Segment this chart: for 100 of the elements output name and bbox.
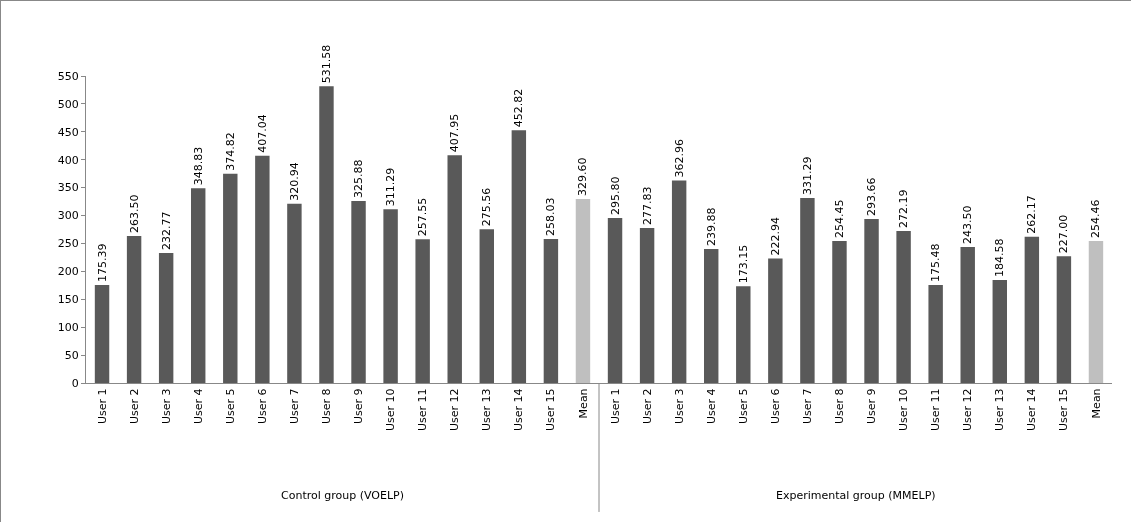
- bar: [383, 209, 398, 383]
- bar: [671, 180, 687, 383]
- x-tick-label: User 11: [929, 388, 943, 431]
- bar: [126, 235, 142, 383]
- data-label: 175.39: [95, 243, 109, 283]
- data-label: 407.04: [255, 114, 269, 153]
- data-label: 325.88: [352, 159, 366, 199]
- data-label: 222.94: [768, 217, 782, 256]
- x-tick-label: User 5: [223, 388, 237, 424]
- bar: [255, 155, 270, 383]
- bar: [736, 286, 751, 383]
- data-label: 175.48: [929, 243, 943, 283]
- x-tick-label: User 5: [736, 388, 750, 424]
- bar: [768, 258, 783, 383]
- bar: [575, 199, 591, 383]
- data-label: 331.29: [800, 156, 814, 196]
- data-label: 254.45: [832, 199, 846, 238]
- data-label: 374.82: [223, 132, 237, 171]
- y-tick-label: 250: [57, 237, 79, 251]
- y-tick-label: 50: [64, 348, 79, 362]
- data-label: 407.95: [448, 113, 462, 153]
- x-tick-label: User 12: [448, 388, 462, 431]
- bar: [704, 249, 719, 383]
- x-tick-label: User 14: [512, 388, 526, 431]
- data-label: 173.15: [736, 244, 750, 284]
- x-tick-label: User 13: [993, 388, 1007, 431]
- bar: [511, 130, 527, 383]
- bar: [639, 227, 655, 383]
- y-tick-label: 200: [57, 265, 79, 279]
- x-tick-label: User 4: [704, 388, 718, 424]
- data-label: 275.56: [480, 187, 494, 227]
- bar: [94, 285, 110, 383]
- x-tick-label: Mean: [576, 388, 590, 419]
- y-tick-label: 400: [57, 153, 79, 167]
- data-label: 263.50: [127, 194, 141, 233]
- x-tick-label: User 15: [1057, 388, 1071, 431]
- data-label: 272.19: [897, 189, 911, 229]
- bar: [992, 279, 1007, 383]
- data-label: 277.83: [640, 186, 654, 225]
- bar: [928, 285, 943, 383]
- x-tick-label: User 1: [608, 388, 622, 424]
- data-label: 232.77: [159, 211, 173, 251]
- x-tick-label: User 6: [768, 388, 782, 424]
- bar: [479, 229, 494, 383]
- x-tick-label: User 10: [897, 388, 911, 431]
- x-tick-label: User 4: [191, 388, 205, 424]
- bar: [543, 238, 559, 383]
- bar: [287, 203, 302, 383]
- y-tick-label: 300: [57, 209, 79, 223]
- bar: [191, 188, 206, 383]
- bar: [832, 240, 847, 383]
- data-label: 243.50: [961, 205, 975, 245]
- x-tick-label: User 12: [961, 388, 975, 431]
- bar: [1056, 256, 1072, 383]
- y-tick-label: 350: [57, 181, 79, 195]
- bar: [223, 173, 238, 383]
- x-tick-label: User 3: [672, 388, 686, 424]
- bar: [415, 239, 430, 383]
- data-label: 254.46: [1089, 199, 1103, 238]
- x-tick-label: User 9: [352, 388, 366, 424]
- bar: [158, 253, 174, 383]
- data-label: 452.82: [512, 88, 526, 128]
- bar: [896, 231, 911, 383]
- x-tick-label: User 8: [833, 388, 847, 424]
- text: Experimental group (MMELP): [776, 489, 936, 502]
- data-label: 295.80: [608, 176, 622, 215]
- bar: [351, 201, 366, 383]
- x-tick-label: User 8: [320, 388, 334, 424]
- data-label: 258.03: [544, 197, 558, 236]
- bar: [319, 86, 334, 383]
- x-tick-label: Mean: [1089, 388, 1103, 419]
- data-label: 293.66: [865, 177, 879, 217]
- y-tick-label: 150: [57, 293, 79, 307]
- x-tick-label: User 3: [159, 388, 173, 424]
- x-tick-label: User 14: [1025, 388, 1039, 431]
- x-tick-label: User 13: [480, 388, 494, 431]
- x-tick-label: User 7: [800, 388, 814, 424]
- bar: [864, 219, 879, 383]
- data-label: 311.29: [384, 167, 398, 207]
- bar: [607, 217, 623, 383]
- data-label: 262.17: [1025, 195, 1039, 234]
- y-tick-label: 500: [57, 97, 79, 111]
- data-label: 329.60: [576, 157, 590, 197]
- x-tick-label: User 6: [255, 388, 269, 424]
- x-tick-label: User 11: [416, 388, 430, 431]
- bar: [447, 155, 462, 383]
- bar: [1024, 236, 1040, 383]
- data-label: 362.96: [672, 138, 686, 178]
- x-tick-label: User 9: [865, 388, 879, 424]
- text: Control group (VOELP): [281, 489, 404, 502]
- data-label: 531.58: [319, 44, 333, 84]
- x-tick-label: User 1: [95, 388, 109, 424]
- data-label: 348.83: [191, 146, 205, 186]
- x-tick-label: User 10: [384, 388, 398, 431]
- y-tick-label: 450: [57, 125, 79, 139]
- y-tick-label: 100: [57, 321, 79, 335]
- data-label: 239.88: [704, 207, 718, 247]
- x-tick-label: User 7: [287, 388, 301, 424]
- y-tick-label: 0: [71, 376, 79, 390]
- x-tick-label: User 15: [544, 388, 558, 431]
